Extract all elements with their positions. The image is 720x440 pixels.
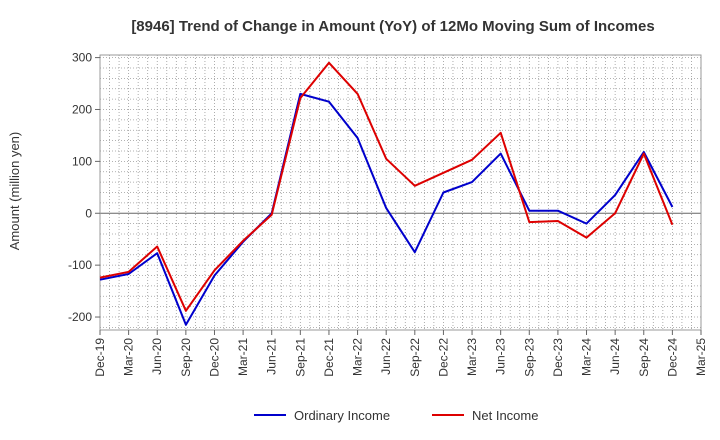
series-line-ordinary-income (99, 92, 674, 326)
y-tick-label: -200 (68, 310, 92, 324)
x-axis-ticks: Dec-19 Mar-20 Jun-20 Sep-20 Dec-20 Mar-21 Jun-… (93, 330, 708, 377)
grid-lines (100, 55, 701, 330)
x-tick-label: Dec-19 (93, 338, 107, 377)
x-tick-label: Mar-24 (580, 338, 594, 376)
x-tick-label: Mar-23 (465, 338, 479, 376)
y-tick-label: 0 (85, 206, 92, 220)
y-axis-ticks: 300 200 100 0 -100 -200 (68, 51, 100, 324)
x-tick-label: Sep-24 (637, 338, 651, 377)
x-tick-label: Mar-20 (122, 338, 136, 376)
chart-title: [8946] Trend of Change in Amount (YoY) o… (131, 18, 654, 35)
y-axis-label: Amount (million yen) (7, 132, 22, 251)
x-tick-label: Sep-20 (179, 338, 193, 377)
legend: Ordinary Income Net Income (254, 408, 538, 423)
x-tick-label: Sep-21 (293, 338, 307, 377)
x-tick-label: Mar-25 (694, 338, 708, 376)
x-tick-label: Jun-23 (494, 338, 508, 375)
x-tick-label: Sep-22 (408, 338, 422, 377)
x-tick-label: Dec-22 (436, 338, 450, 377)
x-tick-label: Jun-24 (608, 338, 622, 375)
series-line-net-income (99, 61, 674, 312)
y-tick-label: 300 (72, 51, 92, 65)
x-tick-label: Sep-23 (522, 338, 536, 377)
x-tick-label: Dec-20 (207, 338, 221, 377)
x-tick-label: Dec-23 (551, 338, 565, 377)
x-tick-label: Mar-22 (351, 338, 365, 376)
series-lines (99, 61, 674, 326)
x-tick-label: Jun-22 (379, 338, 393, 375)
x-tick-label: Mar-21 (236, 338, 250, 376)
legend-label-ordinary-income: Ordinary Income (294, 408, 390, 423)
plot-border (99, 54, 702, 331)
x-tick-label: Dec-24 (665, 338, 679, 377)
x-tick-label: Dec-21 (322, 338, 336, 377)
x-tick-label: Jun-20 (150, 338, 164, 375)
y-tick-label: -100 (68, 258, 92, 272)
legend-label-net-income: Net Income (472, 408, 538, 423)
y-tick-label: 200 (72, 102, 92, 116)
x-tick-label: Jun-21 (265, 338, 279, 375)
y-tick-label: 100 (72, 154, 92, 168)
